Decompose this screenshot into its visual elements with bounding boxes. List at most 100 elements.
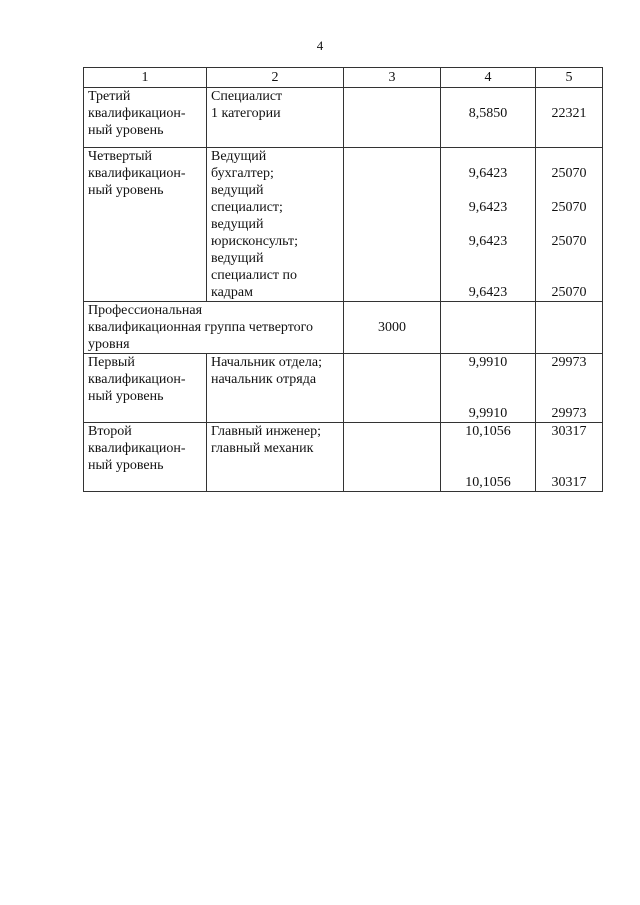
cell-line: 9,6423 (468, 200, 508, 215)
cell-line (540, 250, 598, 267)
cell-line: 9,9910 (468, 406, 508, 421)
cell-line: Ведущий (211, 149, 267, 164)
table-row: Четвертый квалификацион-ный уровень Ведущи… (83, 147, 603, 302)
cell-c4: 10,1056 10,1056 (440, 422, 536, 492)
cell-line: квалификацион- (88, 166, 186, 181)
salary-table: 1 2 3 4 5 Третий квалификацион-ный уровен… (83, 67, 603, 492)
cell-line: Профессиональная (88, 303, 203, 318)
cell-c5: 22321 (535, 87, 603, 148)
cell-c2: Начальник отдела; начальник отряда (206, 353, 344, 423)
cell-line: 1 категории (211, 106, 281, 121)
header-col-5: 5 (535, 67, 603, 88)
cell-line: начальник отряда (211, 372, 317, 387)
cell-line: 25070 (551, 285, 587, 300)
cell-c1: Третий квалификацион-ный уровень (83, 87, 207, 148)
cell-c4: 8,5850 (440, 87, 536, 148)
cell-line (540, 216, 598, 233)
cell-line (540, 148, 598, 165)
cell-c1: Второй квалификацион-ный уровень (83, 422, 207, 492)
cell-line: уровня (88, 337, 130, 352)
cell-line (540, 88, 598, 105)
cell-c3 (343, 147, 441, 302)
header-row: 1 2 3 4 5 (83, 67, 603, 88)
cell-line (540, 267, 598, 284)
cell-line: 25070 (551, 200, 587, 215)
table-row: Профессиональная квалификационная группа … (83, 301, 603, 354)
cell-line: юрисконсульт; (211, 234, 299, 249)
cell-c2: Специалист 1 категории (206, 87, 344, 148)
cell-line: квалификационная группа четвертого (88, 320, 314, 335)
header-col-4: 4 (440, 67, 536, 88)
cell-c12: Профессиональная квалификационная группа … (83, 301, 344, 354)
cell-line (445, 440, 531, 457)
cell-line: 30317 (551, 424, 587, 439)
cell-line (348, 302, 436, 319)
cell-line (540, 440, 598, 457)
cell-c4 (440, 301, 536, 354)
cell-c2: Главный инженер; главный механик (206, 422, 344, 492)
cell-line: 3000 (378, 320, 406, 335)
cell-c3: 3000 (343, 301, 441, 354)
cell-line: Начальник отдела; (211, 355, 322, 370)
cell-c5: 25070 25070 25070 25070 (535, 147, 603, 302)
page-number: 4 (316, 38, 324, 53)
cell-c5: 30317 30317 (535, 422, 603, 492)
cell-line: ный уровень (88, 123, 164, 138)
header-col-3: 3 (343, 67, 441, 88)
cell-line: Третий (88, 89, 131, 104)
cell-c3 (343, 87, 441, 148)
cell-line (445, 148, 531, 165)
table-row: Третий квалификацион-ный уровень Специалис… (83, 87, 603, 148)
cell-line: Специалист (211, 89, 283, 104)
cell-line: 29973 (551, 406, 587, 421)
cell-line: ный уровень (88, 389, 164, 404)
cell-line: 25070 (551, 234, 587, 249)
cell-line: ведущий (211, 251, 264, 266)
header-col-2: 2 (206, 67, 344, 88)
cell-line: 9,6423 (468, 285, 508, 300)
cell-c2: Ведущий бухгалтер; ведущий специалист; ведущ… (206, 147, 344, 302)
cell-line: специалист по (211, 268, 298, 283)
cell-c1: Первый квалификацион-ный уровень (83, 353, 207, 423)
cell-c5: 29973 29973 (535, 353, 603, 423)
cell-line: квалификацион- (88, 441, 186, 456)
cell-line: специалист; (211, 200, 283, 215)
cell-line: кадрам (211, 285, 253, 300)
header-col-1: 1 (83, 67, 207, 88)
cell-c3 (343, 422, 441, 492)
cell-line (540, 388, 598, 405)
cell-line: ный уровень (88, 183, 164, 198)
cell-line: квалификацион- (88, 106, 186, 121)
cell-line: 22321 (551, 106, 587, 121)
cell-line (445, 88, 531, 105)
cell-line (445, 371, 531, 388)
cell-line (540, 182, 598, 199)
cell-line: главный механик (211, 441, 314, 456)
cell-line (445, 250, 531, 267)
cell-line: Главный инженер; (211, 424, 322, 439)
cell-line: 8,5850 (468, 106, 508, 121)
cell-line: Первый (88, 355, 135, 370)
cell-line (445, 182, 531, 199)
cell-line: 9,9910 (468, 355, 508, 370)
cell-line: Четвертый (88, 149, 153, 164)
cell-line: ный уровень (88, 458, 164, 473)
cell-line: бухгалтер; (211, 166, 274, 181)
cell-line: 25070 (551, 166, 587, 181)
cell-line: квалификацион- (88, 372, 186, 387)
cell-line (445, 457, 531, 474)
cell-line: ведущий (211, 183, 264, 198)
cell-c4: 9,6423 9,6423 9,6423 9,6423 (440, 147, 536, 302)
cell-line: 9,6423 (468, 166, 508, 181)
table-row: Первый квалификацион-ный уровень Начальник… (83, 353, 603, 423)
cell-line: 30317 (551, 475, 587, 490)
cell-line: 10,1056 (465, 475, 511, 490)
cell-c1: Четвертый квалификацион-ный уровень (83, 147, 207, 302)
cell-line (540, 457, 598, 474)
cell-c5 (535, 301, 603, 354)
cell-c4: 9,9910 9,9910 (440, 353, 536, 423)
cell-line: ведущий (211, 217, 264, 232)
cell-line: 9,6423 (468, 234, 508, 249)
cell-line: Второй (88, 424, 132, 439)
table-row: Второй квалификацион-ный уровень Главный и… (83, 422, 603, 492)
